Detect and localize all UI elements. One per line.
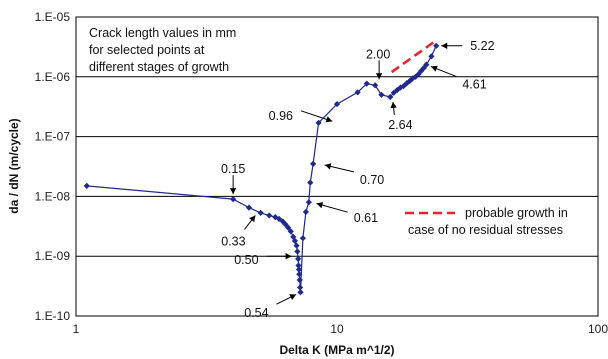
data-point-marker: [302, 208, 309, 216]
annotation-label: 0.96: [269, 109, 293, 123]
annotation-labels: 0.15 0.33 0.50 0.54 0.61 0.70 0.96 2.00 2.64 4.61…: [221, 39, 495, 320]
y-tick-label: 1.E-06: [35, 70, 71, 84]
annotation-label: 2.64: [388, 118, 412, 132]
data-point-marker: [354, 89, 361, 96]
annotation-arrowhead: [390, 101, 397, 109]
y-tick-label: 1.E-07: [35, 130, 71, 144]
data-point-marker: [305, 199, 312, 206]
annotation-arrowhead: [325, 116, 333, 123]
gridlines: [76, 76, 598, 257]
x-tick-labels: 1 10 100: [73, 322, 608, 336]
data-point-marker: [394, 86, 401, 94]
annotation-arrowhead: [324, 163, 332, 170]
data-point-marker: [297, 289, 304, 296]
x-tick-label: 10: [330, 322, 344, 336]
note-line-2: for selected points at: [89, 43, 205, 57]
y-tick-label: 1.E-10: [35, 309, 71, 323]
y-tick-labels: 1.E-10 1.E-09 1.E-08 1.E-07 1.E-06 1.E-05: [35, 10, 71, 323]
data-point-marker: [295, 262, 302, 269]
x-tick-label: 100: [588, 322, 608, 336]
annotation-label: 0.54: [244, 306, 268, 320]
note-line-1: Crack length values in mm: [89, 26, 236, 40]
data-point-marker: [294, 248, 301, 255]
probable-growth-line: [390, 41, 435, 74]
data-point-marker: [400, 82, 407, 90]
legend-label-1: probable growth in: [465, 206, 568, 220]
data-point-marker: [83, 182, 90, 189]
annotation-arrowhead: [375, 73, 383, 80]
y-tick-label: 1.E-05: [35, 10, 71, 24]
annotation-label: 4.61: [462, 78, 486, 92]
data-point-marker: [423, 61, 430, 68]
x-tick-label: 1: [73, 322, 80, 336]
data-point-marker: [378, 91, 385, 98]
data-point-marker: [372, 82, 379, 89]
data-point-marker: [363, 80, 370, 87]
annotation-label: 5.22: [470, 39, 494, 53]
note-line-3: different stages of growth: [89, 60, 229, 74]
data-point-marker: [295, 266, 303, 273]
data-point-marker: [299, 235, 306, 242]
data-point-marker: [428, 53, 435, 60]
y-tick-label: 1.E-08: [35, 189, 71, 203]
data-point-marker: [433, 42, 440, 49]
data-point-marker: [230, 196, 237, 203]
data-point-marker: [290, 233, 297, 241]
annotation-arrowhead: [431, 65, 438, 72]
data-point-marker: [296, 271, 303, 278]
annotation-label: 0.50: [234, 253, 258, 267]
data-point-marker: [291, 237, 299, 245]
annotation-arrowhead: [285, 253, 292, 260]
data-point-marker: [387, 93, 394, 101]
data-point-marker: [287, 228, 294, 235]
data-point-marker: [310, 160, 317, 167]
annotation-arrowhead: [289, 294, 297, 300]
annotation-arrowhead: [229, 188, 237, 195]
plot-area: [75, 16, 599, 317]
data-point-marker: [257, 209, 264, 216]
legend-label-2: case of no residual stresses: [408, 223, 563, 237]
y-axis-title: da / dN (m/cycle): [7, 118, 21, 213]
annotation-arrowhead: [316, 202, 324, 209]
data-point-marker: [296, 276, 303, 284]
x-axis-title: Delta K (MPa m^1/2): [279, 343, 394, 357]
legend: probable growth in case of no residual s…: [405, 206, 568, 237]
data-point-marker: [315, 119, 322, 126]
annotation-label: 0.70: [360, 173, 384, 187]
data-point-marker: [285, 224, 292, 231]
data-point-marker: [296, 284, 304, 291]
data-point-marker: [275, 215, 283, 223]
data-point-marker: [245, 204, 253, 211]
data-point-marker: [333, 100, 341, 108]
annotation-label: 0.15: [221, 162, 245, 176]
data-point-marker: [266, 212, 273, 219]
annotation-label: 2.00: [366, 47, 390, 61]
data-point-marker: [403, 80, 410, 87]
data-point-marker: [412, 73, 419, 80]
data-point-marker: [279, 218, 286, 225]
y-tick-label: 1.E-09: [35, 249, 71, 263]
data-point-marker: [295, 255, 302, 263]
data-point-marker: [307, 179, 314, 186]
annotation-arrowhead: [441, 42, 448, 49]
annotation-arrowhead: [249, 215, 256, 223]
annotation-arrows: [229, 42, 463, 305]
series-markers: [83, 42, 440, 296]
data-point-marker: [293, 242, 300, 249]
annotation-label: 0.33: [221, 234, 245, 248]
annotation-label: 0.61: [354, 211, 378, 225]
